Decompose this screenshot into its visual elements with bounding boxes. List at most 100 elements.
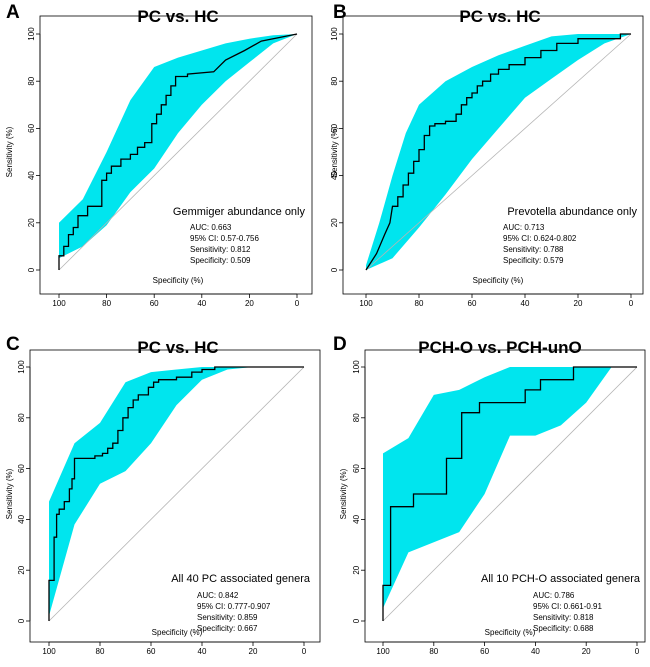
x-tick-label: 0 xyxy=(629,299,634,308)
x-axis-label: Specificity (%) xyxy=(153,276,204,285)
y-tick-label: 80 xyxy=(27,76,36,85)
y-tick-label: 20 xyxy=(17,565,26,574)
legend-title: Gemmiger abundance only xyxy=(173,206,306,218)
stat-line: AUC: 0.713 xyxy=(503,223,545,232)
x-tick-label: 80 xyxy=(415,299,424,308)
stat-line: AUC: 0.842 xyxy=(197,591,239,600)
x-tick-label: 20 xyxy=(574,299,583,308)
y-tick-label: 60 xyxy=(352,464,361,473)
ci-band xyxy=(59,34,297,259)
y-tick-label: 0 xyxy=(330,267,339,272)
legend-title: Prevotella abundance only xyxy=(507,206,637,218)
y-axis-label: Sensitivity (%) xyxy=(330,126,339,177)
stat-line: AUC: 0.663 xyxy=(190,223,232,232)
y-tick-label: 40 xyxy=(352,514,361,523)
x-tick-label: 0 xyxy=(295,299,300,308)
x-tick-label: 100 xyxy=(376,647,390,656)
x-tick-label: 40 xyxy=(521,299,530,308)
legend-title: All 40 PC associated genera xyxy=(171,573,311,585)
x-axis-label: Specificity (%) xyxy=(152,628,203,637)
stat-line: 95% CI: 0.777-0.907 xyxy=(197,602,271,611)
panel-a: 100 80 60 40 20 0 0 20 40 60 80 100 Specificity (%) S… xyxy=(5,2,313,308)
stat-line: Sensitivity: 0.859 xyxy=(197,613,258,622)
panel-b: 100 80 60 40 20 0 0 20 40 60 80 100 Specificity (%) S… xyxy=(330,2,644,308)
roc-curve xyxy=(58,33,298,270)
panel-letter: C xyxy=(6,334,20,355)
y-tick-label: 100 xyxy=(27,27,36,41)
panel-title: PC vs. HC xyxy=(137,7,218,26)
y-tick-label: 60 xyxy=(330,123,339,132)
x-tick-label: 80 xyxy=(102,299,111,308)
x-tick-label: 40 xyxy=(531,647,540,656)
x-tick-label: 0 xyxy=(635,647,640,656)
y-tick-label: 80 xyxy=(17,413,26,422)
y-tick-label: 0 xyxy=(17,618,26,623)
y-tick-label: 20 xyxy=(27,218,36,227)
x-tick-label: 40 xyxy=(198,647,207,656)
x-tick-label: 20 xyxy=(249,647,258,656)
y-axis-label: Sensitivity (%) xyxy=(5,126,14,177)
stat-line: Sensitivity: 0.818 xyxy=(533,613,594,622)
y-tick-label: 100 xyxy=(352,360,361,374)
stat-line: 95% CI: 0.624-0.802 xyxy=(503,234,577,243)
ci-band xyxy=(49,367,304,616)
stat-line: Specificity: 0.667 xyxy=(197,624,258,633)
roc-curve xyxy=(382,366,637,621)
reference-diagonal xyxy=(382,366,638,622)
panel-title: PC vs. HC xyxy=(459,7,540,26)
legend-title: All 10 PCH-O associated genera xyxy=(481,573,641,585)
x-axis-label: Specificity (%) xyxy=(473,276,524,285)
x-tick-label: 60 xyxy=(480,647,489,656)
stat-line: AUC: 0.786 xyxy=(533,591,575,600)
y-tick-label: 60 xyxy=(17,464,26,473)
y-tick-label: 40 xyxy=(330,171,339,180)
roc-curve xyxy=(365,33,631,271)
y-tick-label: 40 xyxy=(27,171,36,180)
reference-diagonal xyxy=(365,33,632,271)
panel-letter: B xyxy=(333,2,347,23)
panel-letter: A xyxy=(6,2,20,23)
x-tick-label: 60 xyxy=(150,299,159,308)
stat-line: Sensitivity: 0.788 xyxy=(503,245,564,254)
x-tick-label: 60 xyxy=(468,299,477,308)
x-tick-label: 100 xyxy=(42,647,56,656)
stat-line: Sensitivity: 0.812 xyxy=(190,245,251,254)
stat-line: Specificity: 0.688 xyxy=(533,624,594,633)
roc-curve xyxy=(48,366,304,621)
panel-title: PC vs. HC xyxy=(137,338,218,357)
y-tick-label: 20 xyxy=(352,565,361,574)
y-tick-label: 0 xyxy=(352,618,361,623)
x-tick-label: 60 xyxy=(147,647,156,656)
y-tick-label: 100 xyxy=(17,360,26,374)
x-tick-label: 40 xyxy=(197,299,206,308)
reference-diagonal xyxy=(58,33,298,271)
stat-line: 95% CI: 0.57-0.756 xyxy=(190,234,259,243)
x-axis-label: Specificity (%) xyxy=(485,628,536,637)
plot-frame xyxy=(39,15,313,295)
reference-diagonal xyxy=(48,366,305,622)
stat-line: Specificity: 0.579 xyxy=(503,256,564,265)
y-tick-label: 80 xyxy=(352,413,361,422)
x-tick-label: 100 xyxy=(359,299,373,308)
x-tick-label: 0 xyxy=(302,647,307,656)
y-tick-label: 20 xyxy=(330,218,339,227)
y-tick-label: 80 xyxy=(330,76,339,85)
panel-letter: D xyxy=(333,334,347,355)
x-tick-label: 80 xyxy=(429,647,438,656)
panel-title: PCH-O vs. PCH-unO xyxy=(418,338,581,357)
stat-line: Specificity: 0.509 xyxy=(190,256,251,265)
x-tick-label: 80 xyxy=(96,647,105,656)
x-tick-label: 100 xyxy=(52,299,66,308)
x-tick-label: 20 xyxy=(582,647,591,656)
y-tick-label: 100 xyxy=(330,27,339,41)
y-axis-label: Sensitivity (%) xyxy=(5,468,14,519)
y-axis-label: Sensitivity (%) xyxy=(339,468,348,519)
y-tick-label: 40 xyxy=(17,514,26,523)
y-tick-label: 0 xyxy=(27,267,36,272)
stat-line: 95% CI: 0.661-0.91 xyxy=(533,602,602,611)
ci-band xyxy=(383,367,637,609)
y-tick-label: 60 xyxy=(27,123,36,132)
